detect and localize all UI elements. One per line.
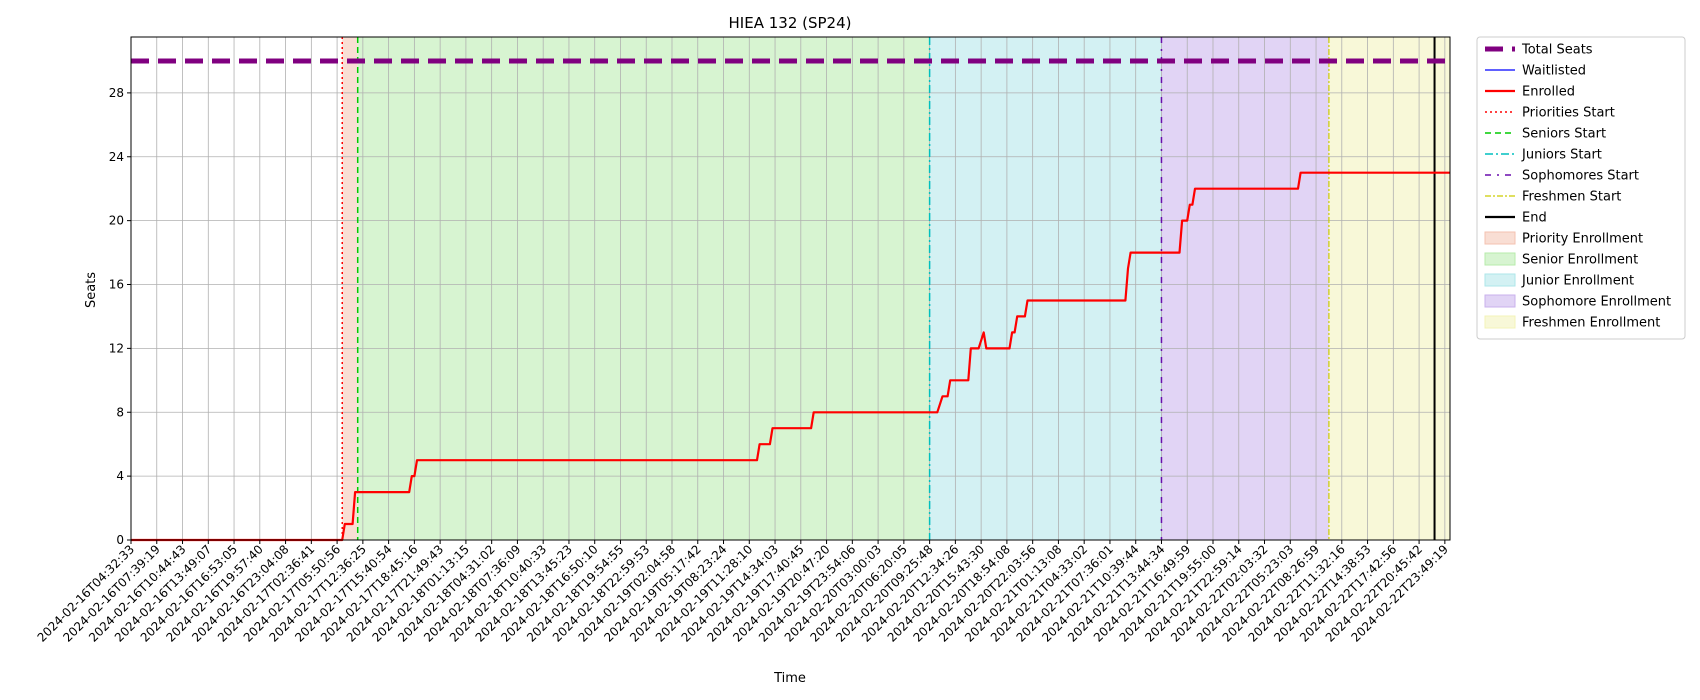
series-line-enrolled: [131, 171, 1450, 542]
data-point: [967, 380, 969, 382]
legend-label-sophomores-start: Sophomores Start: [1522, 169, 1639, 184]
y-axis-label: Seats: [84, 272, 99, 308]
legend-swatch-sophomore-enrollment: [1484, 294, 1516, 308]
data-point: [947, 395, 949, 397]
data-point: [416, 459, 418, 461]
x-axis-label: Time: [773, 671, 806, 686]
band-junior-enrollment: [929, 37, 1162, 540]
band-freshmen-enrollment: [1328, 37, 1450, 540]
band-sophomore-enrollment: [1161, 37, 1329, 540]
data-point: [1192, 204, 1194, 206]
data-point: [942, 395, 944, 397]
event-lines-layer: [341, 37, 1436, 540]
data-point: [1024, 316, 1026, 318]
data-point: [813, 411, 815, 413]
legend-label-senior-enrollment: Senior Enrollment: [1522, 253, 1638, 268]
axes-layer: 04812162024282024-02-16T04:32:332024-02-…: [35, 36, 1451, 645]
legend-label-juniors-start: Juniors Start: [1521, 148, 1602, 163]
legend-swatch-freshmen-enrollment: [1484, 315, 1516, 329]
data-point: [978, 348, 980, 350]
legend-label-seniors-start: Seniors Start: [1522, 127, 1606, 142]
data-point: [970, 348, 972, 350]
legend-swatch-priority-enrollment: [1484, 231, 1516, 245]
y-tick-label: 4: [116, 469, 124, 483]
y-tick-label: 24: [109, 150, 124, 164]
legend-label-freshmen-enrollment: Freshmen Enrollment: [1522, 316, 1660, 331]
legend-label-priority-enrollment: Priority Enrollment: [1522, 232, 1643, 247]
data-point: [759, 443, 761, 445]
data-point: [1027, 300, 1029, 302]
chart-title: HIEA 132 (SP24): [729, 14, 852, 32]
data-point: [1297, 188, 1299, 190]
grid-layer: [130, 37, 1450, 541]
data-point: [1127, 268, 1129, 270]
y-tick-label: 16: [109, 278, 124, 292]
data-point: [1189, 204, 1191, 206]
legend-label-waitlisted: Waitlisted: [1522, 64, 1586, 79]
data-point: [983, 332, 985, 334]
data-point: [772, 427, 774, 429]
y-tick-label: 12: [109, 341, 124, 355]
data-point: [1016, 316, 1018, 318]
data-point: [411, 475, 413, 477]
data-point: [354, 491, 356, 493]
data-point: [949, 380, 951, 382]
data-point: [1186, 220, 1188, 222]
data-point: [1181, 220, 1183, 222]
legend-label-enrolled: Enrolled: [1522, 85, 1575, 100]
legend-layer: Total Seats Waitlisted Enrolled Priorities …: [1476, 36, 1686, 340]
band-senior-enrollment: [357, 37, 930, 540]
legend-label-freshmen-start: Freshmen Start: [1522, 190, 1621, 205]
legend-label-sophomore-enrollment: Sophomore Enrollment: [1522, 295, 1671, 310]
data-point: [414, 475, 416, 477]
legend-box: [1476, 36, 1686, 340]
data-point: [408, 491, 410, 493]
y-tick-label: 8: [116, 405, 124, 419]
series-layer: [131, 58, 1450, 542]
data-point: [1011, 332, 1013, 334]
data-point: [1014, 332, 1016, 334]
data-point: [985, 348, 987, 350]
legend-label-junior-enrollment: Junior Enrollment: [1521, 274, 1634, 289]
data-point: [1130, 252, 1132, 254]
legend-swatch-junior-enrollment: [1484, 273, 1516, 287]
band-priority-enrollment: [342, 37, 358, 540]
data-point: [810, 427, 812, 429]
data-point: [1194, 188, 1196, 190]
data-point: [756, 459, 758, 461]
y-tick-label: 28: [109, 86, 124, 100]
data-point: [769, 443, 771, 445]
legend-label-end: End: [1522, 211, 1547, 226]
legend-swatch-senior-enrollment: [1484, 252, 1516, 266]
data-point: [1125, 300, 1127, 302]
data-point: [1179, 252, 1181, 254]
data-point: [1009, 348, 1011, 350]
bands-layer: [342, 37, 1450, 540]
data-point: [1300, 172, 1302, 174]
data-point: [344, 523, 346, 525]
y-tick-label: 0: [116, 533, 124, 547]
y-tick-label: 20: [109, 214, 124, 228]
legend-label-total-seats: Total Seats: [1521, 43, 1593, 58]
legend-label-priorities-start: Priorities Start: [1522, 106, 1615, 121]
data-point: [352, 523, 354, 525]
data-point: [937, 411, 939, 413]
plot-frame: [130, 36, 1451, 541]
